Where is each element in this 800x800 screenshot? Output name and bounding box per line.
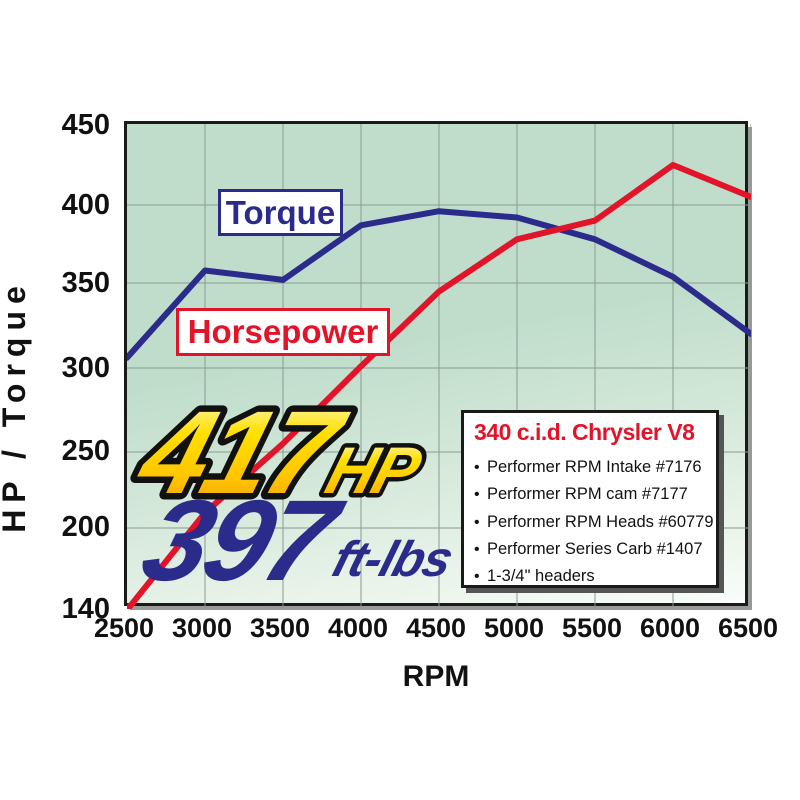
svg-text:397: 397: [130, 476, 355, 604]
svg-text:ft-lbs: ft-lbs: [327, 531, 459, 587]
